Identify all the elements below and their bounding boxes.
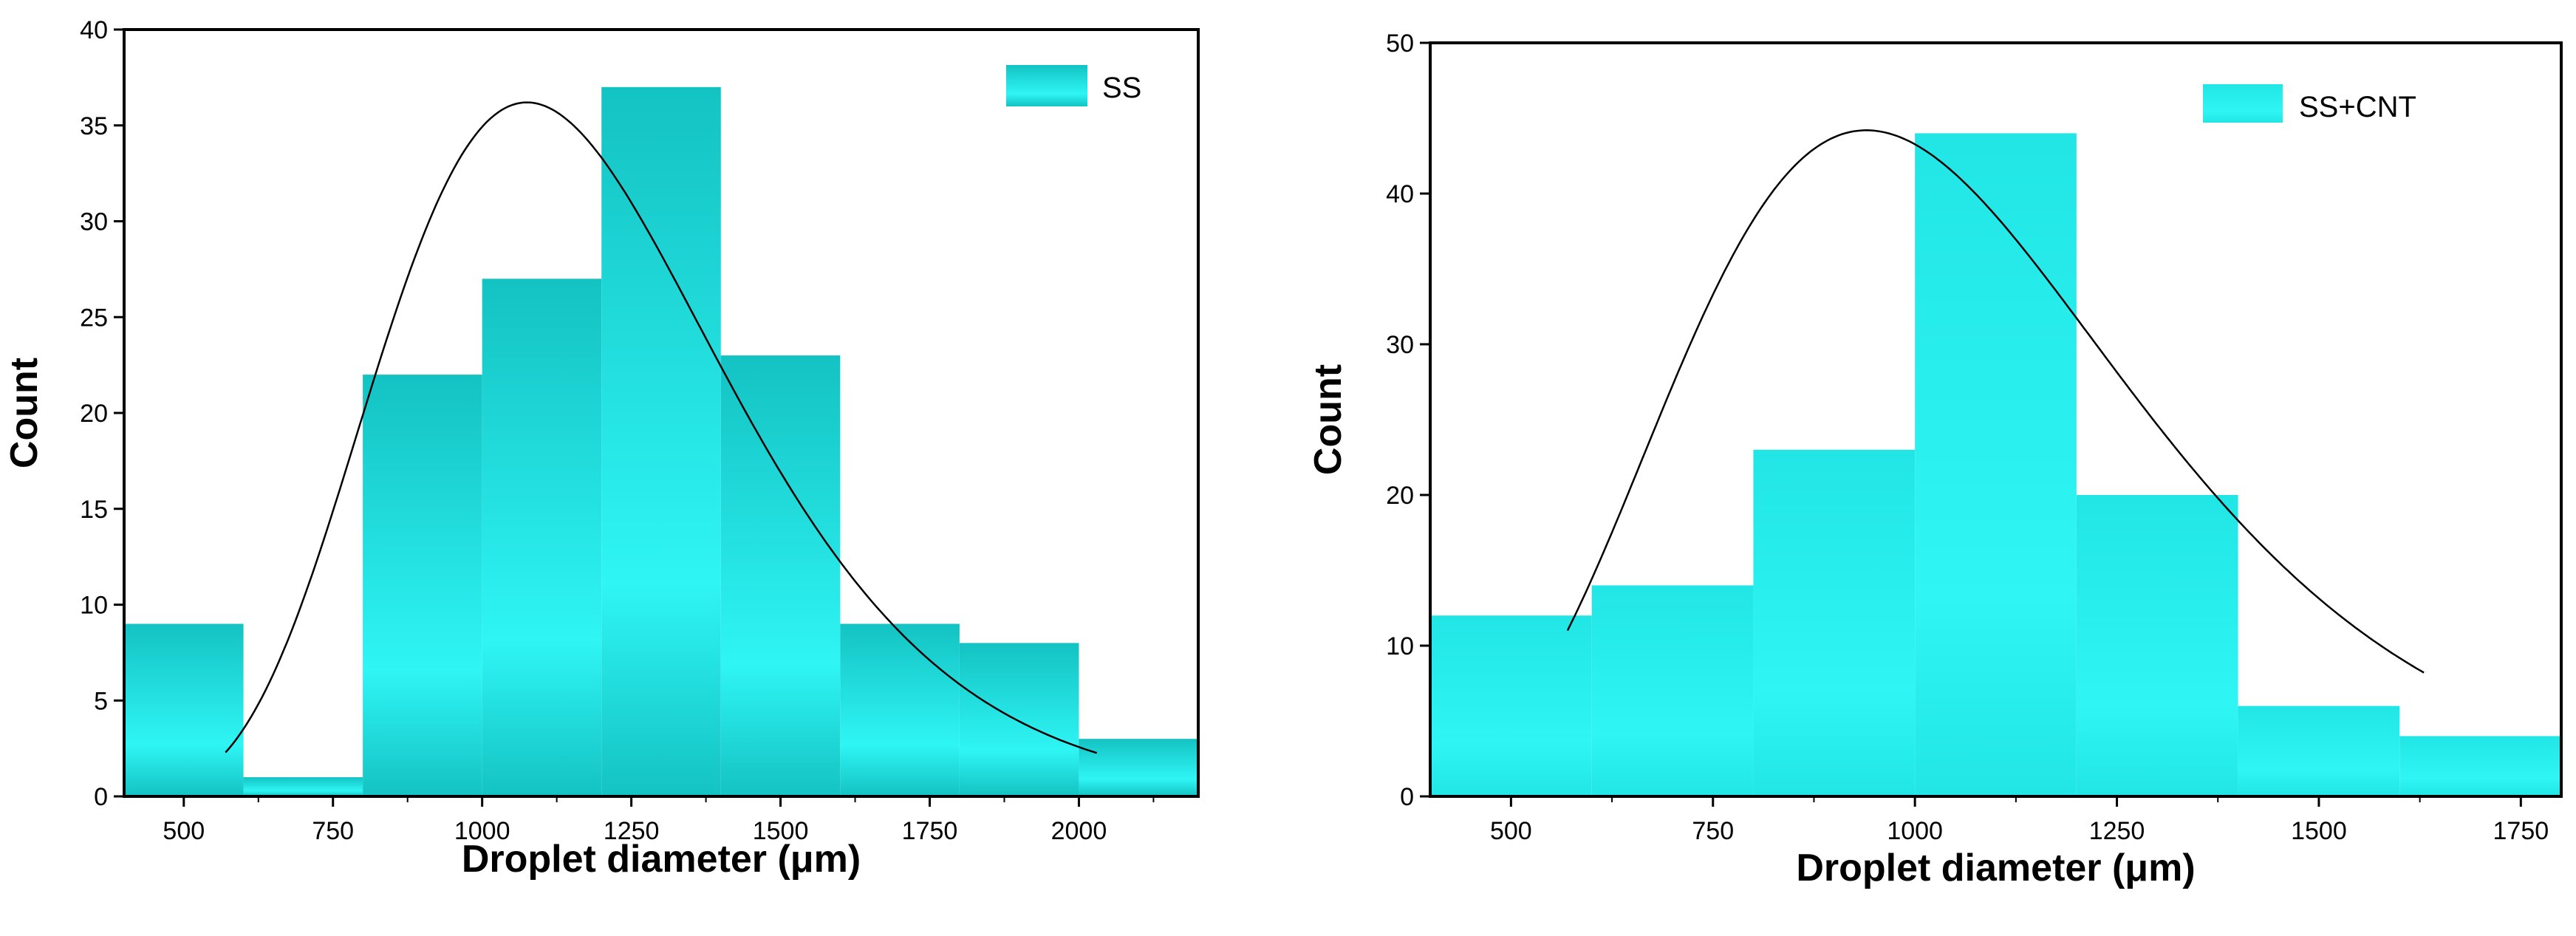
chart-ss-cnt: 500 750 1000 1250 1500 1750 0 10 20 30 40 50 Dropl…	[1307, 30, 2563, 889]
y-tick-label: 40	[1386, 180, 1414, 208]
x-tick-label: 2000	[1051, 817, 1107, 845]
chart-ss: 500 750 1000 1250 1500 1750 2000 0 5 10 15 20 25 30 3…	[3, 16, 1200, 881]
bar-1400-1600	[2238, 706, 2400, 796]
y-tick-label: 15	[80, 496, 108, 524]
y-tick-label: 50	[1386, 30, 1414, 58]
legend-swatch-ss	[1006, 65, 1087, 106]
x-tick-label: 1250	[2089, 817, 2145, 845]
y-axis-title-ss: Count	[3, 358, 46, 468]
x-tick-label: 1500	[2291, 817, 2347, 845]
bar-1000-1200	[1915, 133, 2077, 796]
x-tick-label: 750	[1692, 817, 1734, 845]
plot-frame-ss-cnt	[1429, 41, 2563, 798]
y-axis-ss-cnt: 0 10 20 30 40 50	[1386, 30, 1430, 811]
fit-curve-ss	[225, 101, 1098, 754]
histogram-bars-ss	[124, 86, 1198, 797]
legend-label-ss-cnt: SS+CNT	[2299, 91, 2416, 123]
bar-1400-1600	[720, 355, 841, 796]
legend-ss: SS	[1006, 65, 1141, 106]
histogram-bars-ss-cnt	[1430, 133, 2561, 796]
y-tick-label: 20	[1386, 482, 1414, 510]
y-tick-label: 5	[94, 687, 108, 715]
bar-600-800	[1591, 585, 1754, 796]
x-tick-label: 1000	[454, 817, 510, 845]
y-tick-label: 40	[80, 16, 108, 44]
bar-1600-1800	[840, 624, 960, 796]
bar-2000-2200	[1079, 739, 1198, 796]
x-tick-label: 1750	[902, 817, 958, 845]
y-tick-label: 0	[1400, 783, 1414, 811]
x-tick-label: 1500	[753, 817, 809, 845]
x-axis-title-ss-cnt: Droplet diameter (μm)	[1796, 847, 2195, 889]
bar-1000-1200	[482, 279, 602, 797]
x-axis-title-ss: Droplet diameter (μm)	[462, 838, 861, 881]
legend-swatch-ss-cnt	[2203, 84, 2283, 123]
bar-1200-1400	[601, 86, 721, 797]
y-tick-label: 10	[1386, 632, 1414, 660]
y-tick-label: 30	[80, 208, 108, 236]
x-axis-ss-cnt: 500 750 1000 1250 1500 1750	[1490, 796, 2549, 845]
bar-1600-1800	[2399, 736, 2561, 796]
x-tick-label: 1250	[604, 817, 660, 845]
x-tick-label: 1750	[2493, 817, 2549, 845]
y-tick-label: 10	[80, 592, 108, 620]
x-tick-label: 500	[163, 817, 205, 845]
y-tick-label: 30	[1386, 331, 1414, 359]
y-axis-ss: 0 5 10 15 20 25 30 35 40	[80, 16, 124, 811]
x-axis-ss: 500 750 1000 1250 1500 1750 2000	[163, 796, 1155, 845]
y-tick-label: 25	[80, 304, 108, 332]
bar-800-1000	[363, 375, 482, 797]
legend-label-ss: SS	[1102, 72, 1141, 104]
bar-800-1000	[1753, 449, 1916, 796]
x-tick-label: 500	[1490, 817, 1532, 845]
bar-600-800	[243, 777, 363, 796]
x-tick-label: 750	[312, 817, 354, 845]
x-tick-label: 1000	[1887, 817, 1943, 845]
legend-ss-cnt: SS+CNT	[2203, 84, 2416, 123]
fit-curve-ss-cnt	[1566, 129, 2425, 674]
bar-1800-2000	[959, 643, 1079, 796]
y-tick-label: 0	[94, 783, 108, 811]
bar-400-600	[1430, 615, 1592, 796]
y-tick-label: 35	[80, 112, 108, 140]
y-axis-title-ss-cnt: Count	[1307, 364, 1350, 475]
y-tick-label: 20	[80, 400, 108, 428]
bar-1200-1400	[2076, 495, 2238, 796]
bar-400-600	[124, 624, 244, 796]
